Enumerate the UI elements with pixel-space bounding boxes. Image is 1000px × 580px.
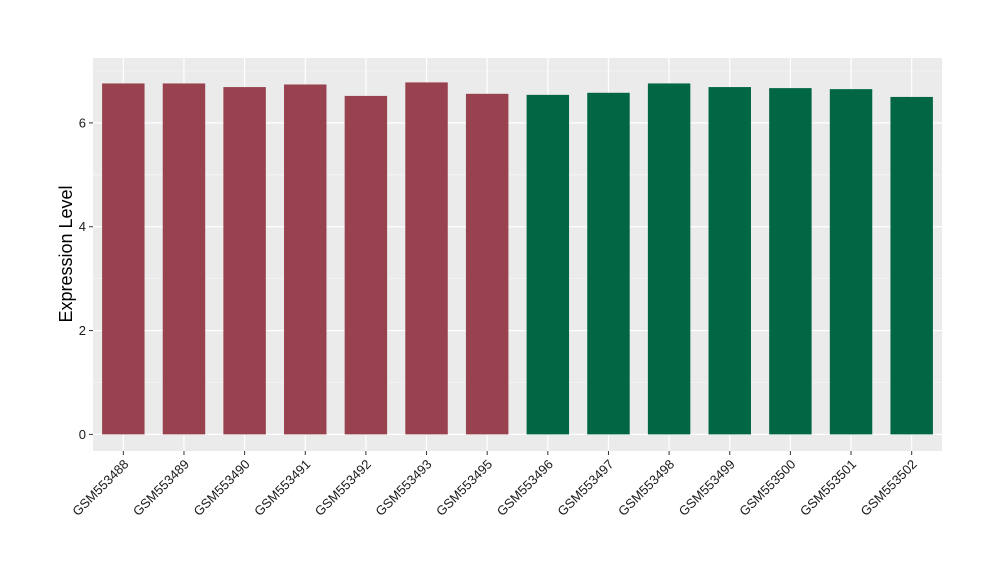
x-tick-label: GSM553491 — [251, 457, 313, 519]
bar-gsm553497 — [587, 92, 630, 435]
plot-panel — [93, 58, 942, 451]
bar-gsm553490 — [223, 87, 266, 435]
y-tick-label: 2 — [79, 323, 86, 338]
bar-gsm553489 — [162, 83, 206, 435]
bar-gsm553493 — [405, 82, 448, 435]
x-tick-label: GSM553488 — [69, 457, 131, 519]
bar-gsm553492 — [344, 95, 388, 435]
x-tick-label: GSM553501 — [797, 457, 859, 519]
x-tick-label: GSM553489 — [130, 457, 192, 519]
y-tick-label: 4 — [79, 219, 86, 234]
x-tick-label: GSM553498 — [615, 457, 677, 519]
y-axis: 0 2 4 6 — [79, 115, 93, 442]
bar-gsm553495 — [465, 93, 509, 435]
x-tick-label: GSM553497 — [554, 457, 616, 519]
bar-gsm553496 — [526, 94, 570, 435]
bar-gsm553500 — [769, 88, 812, 435]
x-tick-label: GSM553495 — [433, 457, 495, 519]
bars — [102, 82, 933, 435]
bar-gsm553502 — [890, 96, 933, 435]
bar-gsm553501 — [829, 89, 873, 435]
bar-gsm553488 — [102, 83, 145, 435]
bar-gsm553491 — [284, 84, 327, 435]
y-tick-label: 6 — [79, 115, 86, 130]
x-tick-label: GSM553493 — [372, 457, 434, 519]
x-tick-label: GSM553502 — [858, 457, 920, 519]
bar-gsm553498 — [647, 83, 691, 435]
x-tick-label: GSM553500 — [736, 457, 798, 519]
x-tick-label: GSM553490 — [191, 457, 253, 519]
x-tick-label: GSM553492 — [312, 457, 374, 519]
y-tick-label: 0 — [79, 427, 86, 442]
x-tick-label: GSM553499 — [676, 457, 738, 519]
y-axis-title: Expression Level — [56, 185, 76, 322]
x-axis: GSM553488GSM553489GSM553490GSM553491GSM5… — [69, 451, 920, 519]
bar-gsm553499 — [708, 87, 751, 435]
x-tick-label: GSM553496 — [494, 457, 556, 519]
